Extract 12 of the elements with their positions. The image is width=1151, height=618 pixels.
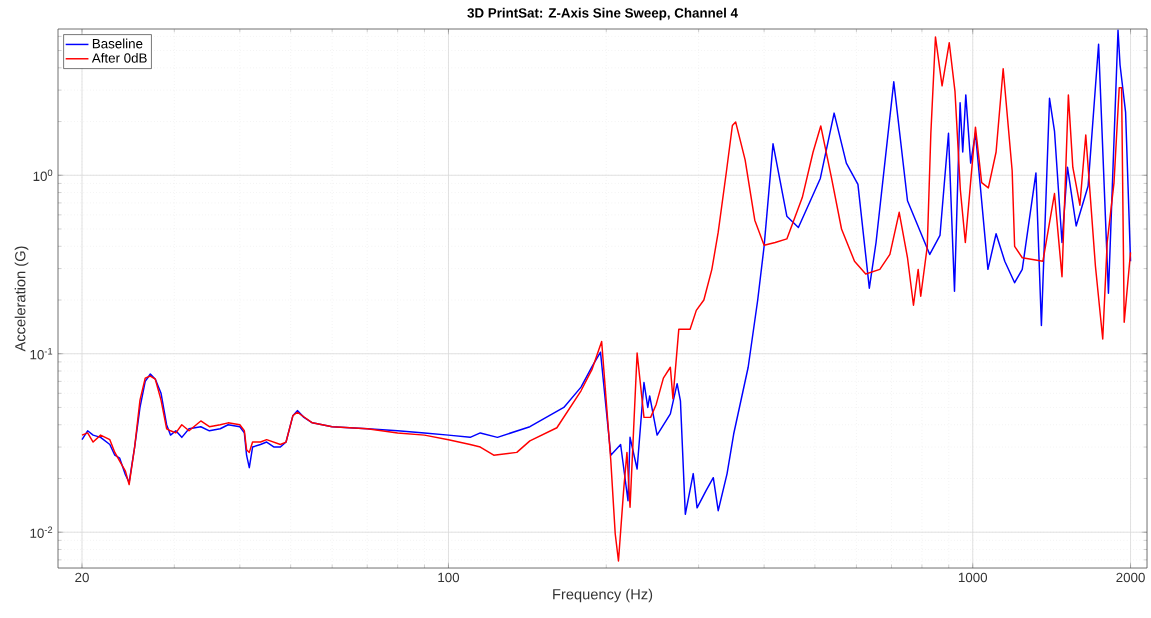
x-axis-title: Frequency (Hz) (553, 588, 653, 603)
x-tick-label: 1000 (958, 572, 988, 583)
y-tick-label: 10$^{-2}$ (30, 526, 53, 538)
x-tick-label: 100 (438, 572, 460, 583)
chart-title: 3D PrintSat: Z-Axis Sine Sweep, Channel 4 (467, 7, 738, 21)
x-tick-label: 20 (75, 572, 89, 583)
legend-label: After 0dB (91, 52, 147, 63)
y-axis-title: Acceleration (G) (14, 246, 29, 352)
legend-label: Baseline (92, 38, 143, 49)
y-tick-label: 10$^{-1}$ (30, 348, 53, 360)
y-tick-label: 10$^{0}$ (33, 169, 53, 181)
x-tick-label: 2000 (1116, 572, 1145, 583)
